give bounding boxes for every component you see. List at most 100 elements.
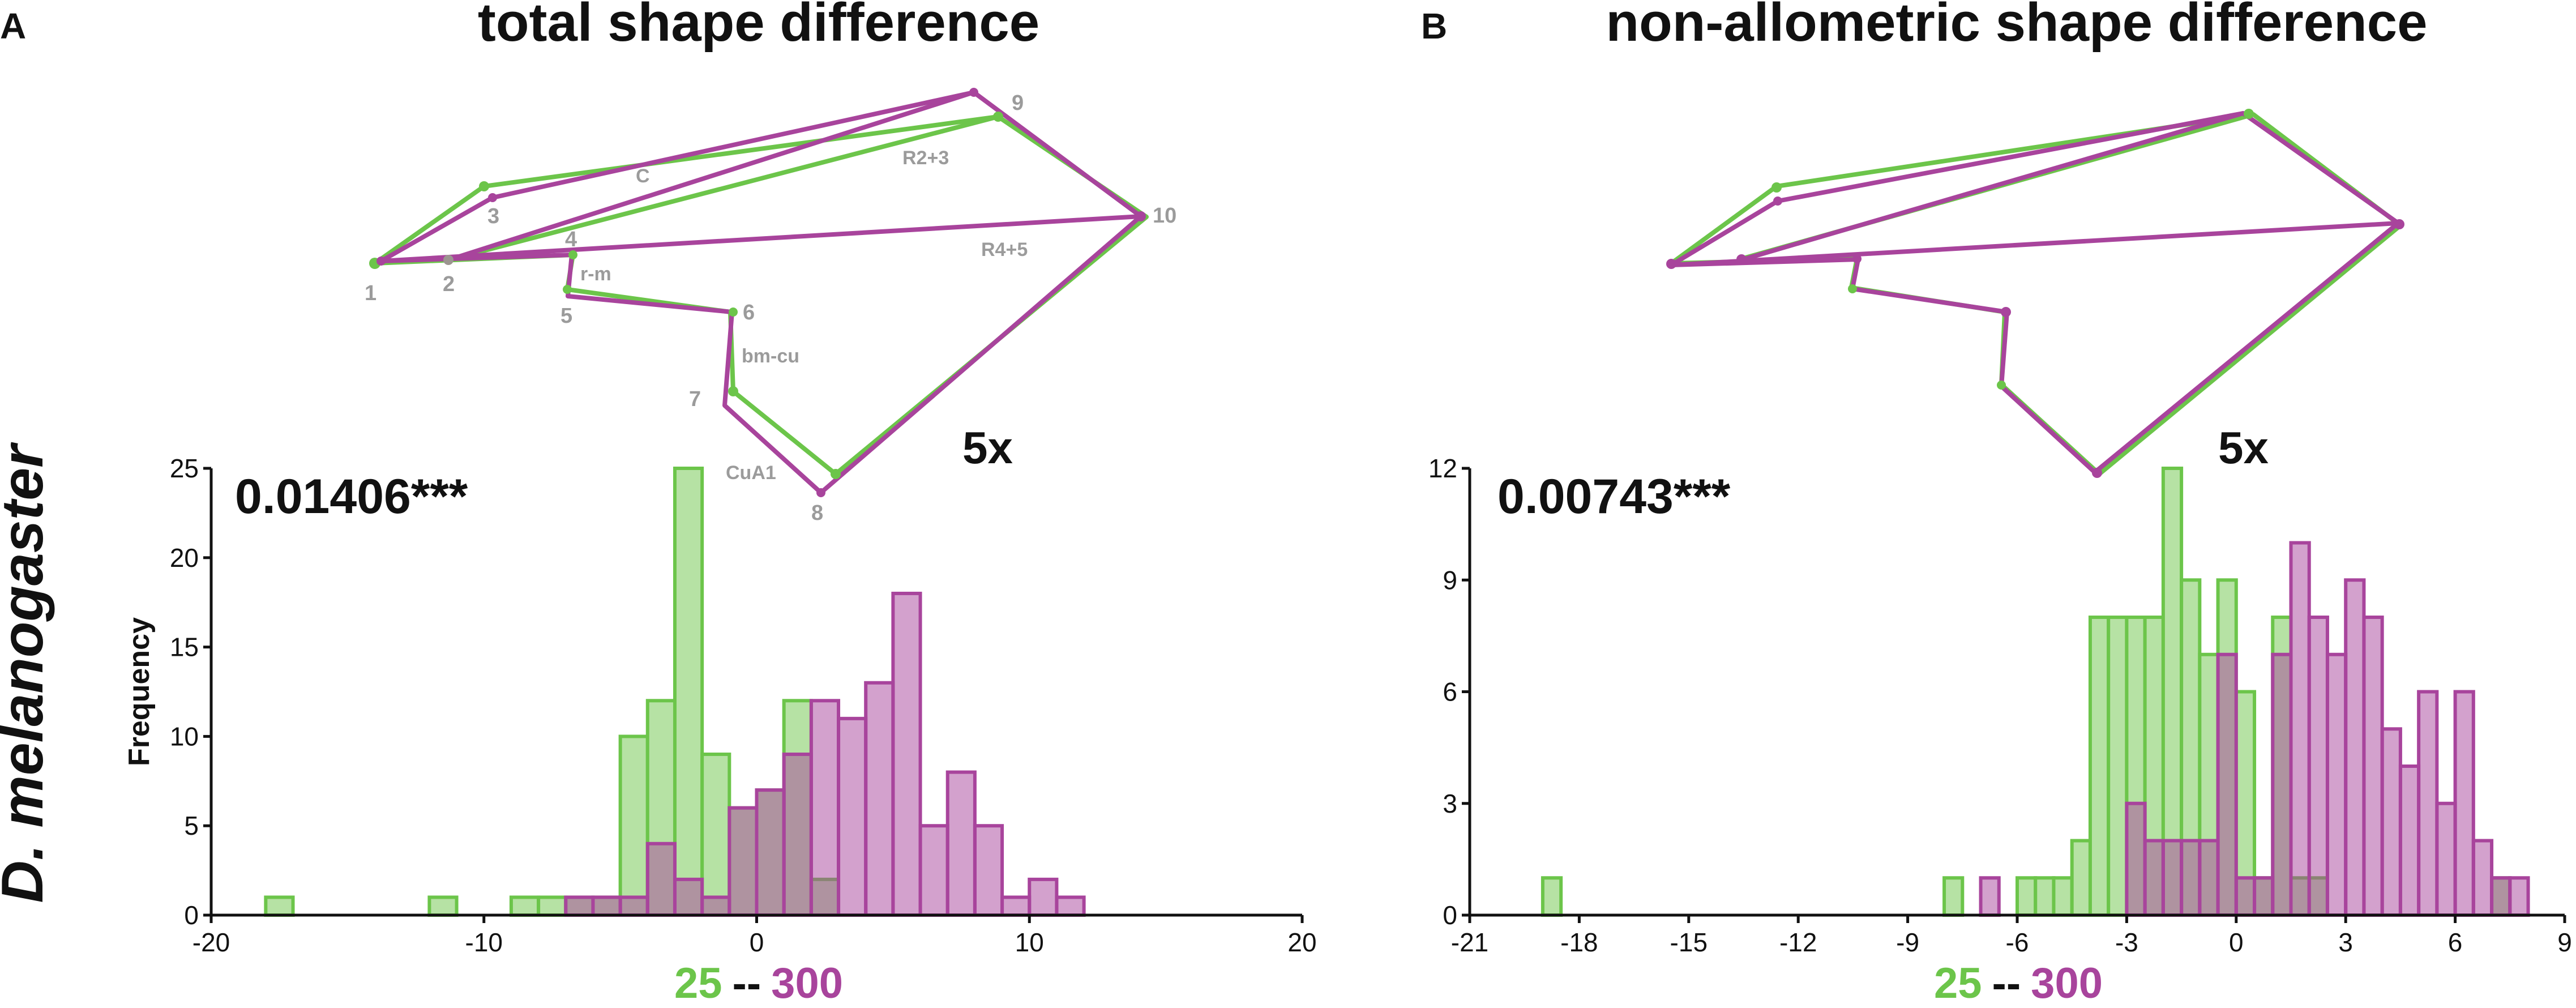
bar-25 xyxy=(1541,876,1563,917)
bar-300 xyxy=(1000,895,1032,917)
bar-300 xyxy=(2417,690,2439,917)
panel-b-letter: B xyxy=(1421,6,1447,46)
x-tick-label: -12 xyxy=(1779,928,1817,957)
bar-25 xyxy=(1942,876,1965,917)
x-tick-label: 10 xyxy=(1015,928,1044,957)
landmark-dots xyxy=(369,88,1146,497)
bar-300 xyxy=(2253,876,2275,917)
bar-300 xyxy=(645,842,677,917)
y-axis-label: Frequency xyxy=(123,617,156,766)
panel-b-histogram: 0 3 6 9 12 -21 -18 -15 -12 -9 -6 -3 0 3 6 9 xyxy=(1428,454,2572,957)
x-tick-label: -18 xyxy=(1560,928,1598,957)
bar-25 xyxy=(427,895,459,917)
bar-300 xyxy=(2453,690,2475,917)
bar-300 xyxy=(564,895,595,917)
bar-300 xyxy=(2344,578,2366,917)
panel-a-stat: 0.01406*** xyxy=(235,469,468,524)
panel-b-wing-diagram xyxy=(1666,109,2404,478)
legend-low: 25 xyxy=(1934,959,1982,1007)
panel-a-title: total shape difference xyxy=(478,0,1039,53)
bar-300 xyxy=(728,806,759,917)
bar-300 xyxy=(973,824,1004,917)
bar-300 xyxy=(782,752,813,917)
wing-long-vein xyxy=(1671,221,2399,267)
y-tick-label: 25 xyxy=(170,454,199,483)
wing-chord-300 xyxy=(447,90,975,262)
landmark-1: 1 xyxy=(365,281,376,305)
bar-300 xyxy=(755,788,786,917)
bar-300 xyxy=(2161,839,2184,917)
vein-bm-cu: bm-cu xyxy=(742,345,799,367)
bar-300 xyxy=(591,895,622,917)
vein-cua1: CuA1 xyxy=(726,462,776,484)
x-tick-label: -6 xyxy=(2006,928,2029,957)
bar-25 xyxy=(2052,876,2074,917)
wing-chord-25 xyxy=(447,114,999,262)
landmark-8: 8 xyxy=(811,501,823,525)
species-label: D. melanogaster xyxy=(0,442,55,903)
y-tick-label: 0 xyxy=(1443,900,1457,930)
panel-b-legend: 25 -- 300 xyxy=(1934,959,2103,1007)
bar-300 xyxy=(2471,839,2494,917)
bar-300 xyxy=(918,824,949,917)
y-tick-label: 5 xyxy=(184,811,199,840)
y-tick-label: 3 xyxy=(1443,789,1457,818)
bar-300 xyxy=(700,895,731,917)
bar-300 xyxy=(2362,616,2384,917)
y-tick-label: 20 xyxy=(170,543,199,573)
panel-a: A total shape difference 1 2 3 xyxy=(0,0,1317,1007)
panel-a-histogram: 0 5 10 15 20 25 -20 -10 0 10 20 Frequency xyxy=(123,454,1317,957)
bar-300 xyxy=(673,877,704,917)
y-tick-label: 6 xyxy=(1443,677,1457,707)
x-tick-label: -10 xyxy=(465,928,503,957)
bar-300 xyxy=(2289,541,2311,917)
bar-300 xyxy=(2234,876,2257,917)
bar-25 xyxy=(2016,876,2038,917)
wing-vein-labels: C R2+3 R4+5 r-m bm-cu CuA1 xyxy=(580,147,1028,484)
bar-300 xyxy=(864,681,895,917)
bar-300 xyxy=(2307,616,2329,917)
y-tick-label: 10 xyxy=(170,721,199,751)
x-tick-label: 6 xyxy=(2448,928,2463,957)
panel-a-legend: 25 -- 300 xyxy=(674,959,843,1007)
y-tick-label: 15 xyxy=(170,633,199,662)
x-tick-label: 0 xyxy=(750,928,764,957)
wing-outline-300 xyxy=(1670,111,2400,475)
landmark-10: 10 xyxy=(1153,204,1176,228)
bar-300 xyxy=(2325,652,2348,917)
wing-outline-25 xyxy=(373,114,1149,476)
x-tick-label: -20 xyxy=(192,928,230,957)
y-tick-label: 0 xyxy=(184,900,199,930)
bar-300 xyxy=(2435,801,2457,917)
bar-300 xyxy=(2271,652,2293,917)
bar-300 xyxy=(1979,876,2001,917)
panel-b-stat: 0.00743*** xyxy=(1497,469,1731,524)
landmark-9: 9 xyxy=(1012,91,1024,115)
wing-chord-300 xyxy=(1740,111,2244,262)
landmark-3: 3 xyxy=(487,204,499,228)
vein-r-m: r-m xyxy=(580,263,611,285)
x-tick-label: 9 xyxy=(2557,928,2572,957)
vein-c: C xyxy=(636,165,650,187)
panel-a-magnification: 5x xyxy=(962,422,1013,473)
bar-25 xyxy=(537,895,568,917)
x-tick-label: -9 xyxy=(1896,928,1919,957)
bar-300 xyxy=(945,770,977,917)
bar-300 xyxy=(1028,877,1059,917)
bar-25 xyxy=(618,734,649,917)
bar-300 xyxy=(809,699,841,917)
landmark-7: 7 xyxy=(689,387,701,411)
x-tick-label: -15 xyxy=(1670,928,1708,957)
panel-b-magnification: 5x xyxy=(2218,422,2269,473)
x-tick-label: 0 xyxy=(2229,928,2244,957)
wing-outline-300 xyxy=(380,90,1143,495)
landmark-6: 6 xyxy=(743,301,755,324)
bar-300 xyxy=(2143,839,2165,917)
landmark-dots xyxy=(1666,109,2404,478)
bar-25 xyxy=(264,895,295,917)
bar-300 xyxy=(2180,839,2202,917)
bar-300 xyxy=(2398,764,2421,917)
panel-a-letter: A xyxy=(0,6,26,46)
x-tick-label: 3 xyxy=(2338,928,2353,957)
